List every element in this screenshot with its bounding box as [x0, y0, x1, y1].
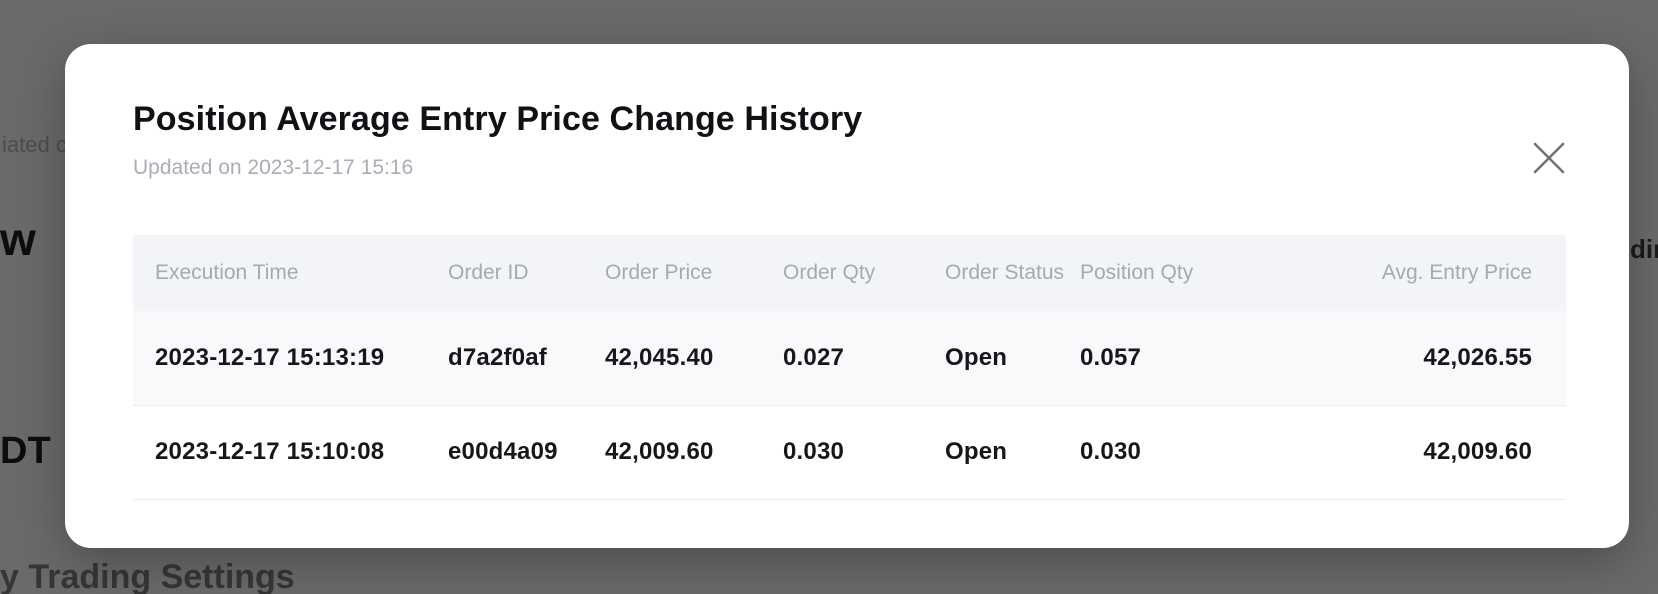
column-header-order-status: Order Status — [945, 261, 1065, 284]
cell-position-qty: 0.057 — [1080, 343, 1142, 371]
cell-order-status: Open — [945, 438, 1008, 465]
background-clipped-settings-heading: y Trading Settings — [0, 558, 295, 594]
dialog-title: Position Average Entry Price Change Hist… — [133, 100, 863, 138]
cell-avg-entry-price: 42,026.55 — [1423, 343, 1532, 371]
cell-avg-entry-price: 42,009.60 — [1423, 438, 1532, 465]
cell-position-qty: 0.030 — [1080, 438, 1142, 465]
close-button[interactable] — [1527, 136, 1571, 180]
cell-execution-time: 2023-12-17 15:13:19 — [155, 343, 385, 371]
table-header-row: Execution Time Order ID Order Price Orde… — [133, 235, 1566, 311]
column-header-order-qty: Order Qty — [783, 261, 876, 284]
table-row: 2023-12-17 15:13:19 d7a2f0af 42,045.40 0… — [133, 311, 1566, 405]
column-header-order-price: Order Price — [605, 261, 713, 284]
updated-timestamp: Updated on 2023-12-17 15:16 — [133, 156, 414, 179]
table-row: 2023-12-17 15:10:08 e00d4a09 42,009.60 0… — [133, 405, 1566, 499]
column-header-order-id: Order ID — [448, 261, 529, 284]
column-header-avg-entry-price: Avg. Entry Price — [1381, 261, 1532, 284]
cell-execution-time: 2023-12-17 15:10:08 — [155, 438, 385, 465]
close-icon — [1533, 142, 1565, 174]
background-clipped-symbol: DT — [0, 430, 51, 472]
cell-order-qty: 0.027 — [783, 343, 845, 371]
background-clipped-heading: w — [0, 213, 36, 265]
cell-order-id: d7a2f0af — [448, 343, 547, 371]
background-clipped-heading-right: din — [1630, 234, 1658, 264]
entry-price-history-table: Execution Time Order ID Order Price Orde… — [133, 235, 1566, 500]
cell-order-price: 42,045.40 — [605, 343, 714, 371]
cell-order-status: Open — [945, 343, 1008, 371]
column-header-execution-time: Execution Time — [155, 261, 299, 284]
background-clipped-text: iated c — [2, 132, 67, 157]
cell-order-id: e00d4a09 — [448, 438, 558, 465]
cell-order-price: 42,009.60 — [605, 438, 714, 465]
avg-entry-price-history-dialog: Position Average Entry Price Change Hist… — [65, 44, 1629, 548]
cell-order-qty: 0.030 — [783, 438, 845, 465]
column-header-position-qty: Position Qty — [1080, 261, 1194, 284]
